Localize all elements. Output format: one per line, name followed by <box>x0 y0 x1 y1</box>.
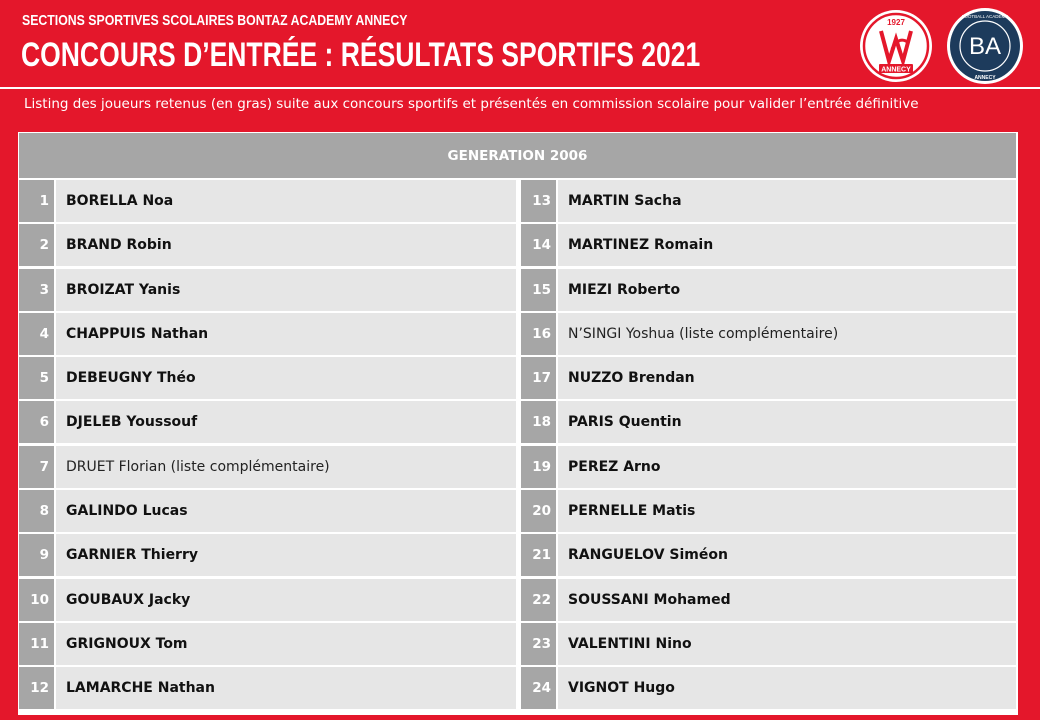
row-number: 20 <box>521 490 556 533</box>
academy-top-text: FOOTBALL ACADEMY <box>962 14 1009 19</box>
results-table: GENERATION 2006 1 BORELLA Noa 2 BRAND Robin… <box>18 132 1018 715</box>
row-number: 1 <box>19 180 54 222</box>
table-row: 8 GALINDO Lucas <box>19 490 516 533</box>
player-name: MARTINEZ Romain <box>558 224 1016 267</box>
player-name: N’SINGI Yoshua (liste complémentaire) <box>558 312 1016 355</box>
player-name: GOUBAUX Jacky <box>56 578 516 621</box>
player-name: RANGUELOV Siméon <box>558 534 1016 577</box>
page-subtitle: Listing des joueurs retenus (en gras) su… <box>24 96 919 112</box>
table-row: 2 BRAND Robin <box>19 224 516 267</box>
table-row: 13 MARTIN Sacha <box>521 180 1016 222</box>
row-number: 5 <box>19 357 54 400</box>
table-row: 18 PARIS Quentin <box>521 401 1016 444</box>
player-name: SOUSSANI Mohamed <box>558 578 1016 621</box>
table-row: 6 DJELEB Youssouf <box>19 401 516 444</box>
table-row: 17 NUZZO Brendan <box>521 357 1016 400</box>
table-row: 4 CHAPPUIS Nathan <box>19 312 516 355</box>
table-row: 20 PERNELLE Matis <box>521 490 1016 533</box>
player-name: BRAND Robin <box>56 224 516 267</box>
table-row: 21 RANGUELOV Siméon <box>521 534 1016 577</box>
row-number: 4 <box>19 312 54 355</box>
table-row: 11 GRIGNOUX Tom <box>19 622 516 665</box>
table-row: 12 LAMARCHE Nathan <box>19 667 516 710</box>
table-row: 19 PEREZ Arno <box>521 445 1016 488</box>
row-number: 17 <box>521 357 556 400</box>
table-row: 3 BROIZAT Yanis <box>19 268 516 311</box>
player-name: BROIZAT Yanis <box>56 268 516 311</box>
page-title: CONCOURS D’ENTRÉE : RÉSULTATS SPORTIFS 2… <box>21 36 701 74</box>
table-row: 14 MARTINEZ Romain <box>521 224 1016 267</box>
player-name: NUZZO Brendan <box>558 357 1016 400</box>
player-name: MARTIN Sacha <box>558 180 1016 222</box>
row-number: 6 <box>19 401 54 444</box>
table-row: 16 N’SINGI Yoshua (liste complémentaire) <box>521 312 1016 355</box>
row-number: 19 <box>521 445 556 488</box>
table-row: 23 VALENTINI Nino <box>521 622 1016 665</box>
row-number: 7 <box>19 445 54 488</box>
row-number: 8 <box>19 490 54 533</box>
table-row: 15 MIEZI Roberto <box>521 268 1016 311</box>
table-row: 24 VIGNOT Hugo <box>521 667 1016 710</box>
player-name: PERNELLE Matis <box>558 490 1016 533</box>
row-number: 22 <box>521 578 556 621</box>
player-name: LAMARCHE Nathan <box>56 667 516 710</box>
player-name: GRIGNOUX Tom <box>56 622 516 665</box>
player-name: VIGNOT Hugo <box>558 667 1016 710</box>
bontaz-academy-logo: BA FOOTBALL ACADEMY ANNECY <box>947 8 1023 84</box>
player-name: PARIS Quentin <box>558 401 1016 444</box>
player-name: PEREZ Arno <box>558 445 1016 488</box>
row-number: 12 <box>19 667 54 710</box>
table-row: 5 DEBEUGNY Théo <box>19 357 516 400</box>
row-number: 9 <box>19 534 54 577</box>
academy-bottom-text: ANNECY <box>974 75 996 81</box>
row-number: 15 <box>521 268 556 311</box>
right-column: 13 MARTIN Sacha 14 MARTINEZ Romain 15 MIEZI R… <box>521 180 1016 712</box>
supertitle: SECTIONS SPORTIVES SCOLAIRES BONTAZ ACAD… <box>22 12 408 29</box>
page-header: SECTIONS SPORTIVES SCOLAIRES BONTAZ ACAD… <box>0 0 1040 88</box>
academy-initials: BA <box>969 33 1001 60</box>
row-number: 23 <box>521 622 556 665</box>
player-name: BORELLA Noa <box>56 180 516 222</box>
row-number: 14 <box>521 224 556 267</box>
table-row: 22 SOUSSANI Mohamed <box>521 578 1016 621</box>
club-year: 1927 <box>887 18 905 27</box>
row-number: 21 <box>521 534 556 577</box>
player-name: CHAPPUIS Nathan <box>56 312 516 355</box>
table-row: 10 GOUBAUX Jacky <box>19 578 516 621</box>
row-number: 18 <box>521 401 556 444</box>
row-number: 11 <box>19 622 54 665</box>
row-number: 24 <box>521 667 556 710</box>
table-row: 9 GARNIER Thierry <box>19 534 516 577</box>
fc-annecy-logo: 1927 ANNECY <box>860 10 932 82</box>
player-name: GALINDO Lucas <box>56 490 516 533</box>
header-divider <box>0 87 1040 89</box>
player-name: VALENTINI Nino <box>558 622 1016 665</box>
table-row: 7 DRUET Florian (liste complémentaire) <box>19 445 516 488</box>
row-number: 16 <box>521 312 556 355</box>
left-column: 1 BORELLA Noa 2 BRAND Robin 3 BROIZAT Yanis 4 C… <box>19 180 516 712</box>
player-name: DRUET Florian (liste complémentaire) <box>56 445 516 488</box>
row-number: 13 <box>521 180 556 222</box>
player-name: DEBEUGNY Théo <box>56 357 516 400</box>
table-row: 1 BORELLA Noa <box>19 180 516 222</box>
generation-header: GENERATION 2006 <box>19 133 1016 178</box>
row-number: 10 <box>19 578 54 621</box>
row-number: 2 <box>19 224 54 267</box>
player-name: DJELEB Youssouf <box>56 401 516 444</box>
player-name: GARNIER Thierry <box>56 534 516 577</box>
player-name: MIEZI Roberto <box>558 268 1016 311</box>
club-name: ANNECY <box>881 67 911 74</box>
row-number: 3 <box>19 268 54 311</box>
